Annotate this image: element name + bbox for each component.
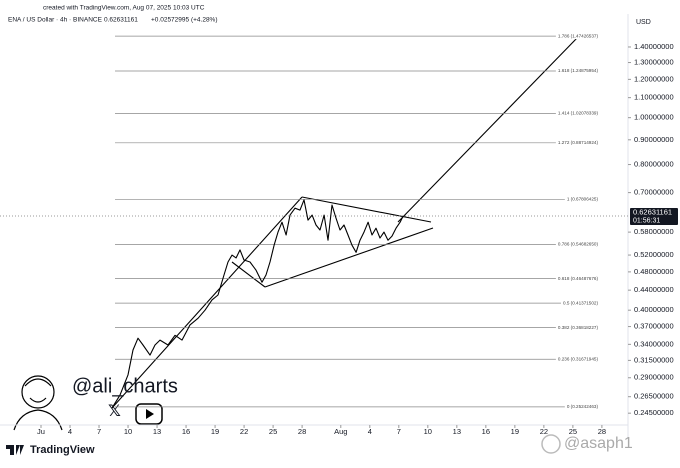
y-tick-label: 0.31500000: [634, 355, 674, 364]
trend-lines: [111, 36, 579, 409]
y-tick-label: 0.26500000: [634, 392, 674, 401]
fib-label: 0.618 (0.46487676): [558, 276, 599, 281]
fib-label-bg: [555, 67, 598, 74]
tv-logo: [6, 445, 24, 455]
x-tick-label: 7: [97, 427, 101, 436]
avatar-beard: [29, 397, 47, 403]
avatar: [13, 375, 63, 431]
y-tick-label: 0.90000000: [634, 135, 674, 144]
y-tick-label: 0.80000000: [634, 160, 674, 169]
fib-label: 0.382 (0.36818227): [558, 325, 599, 330]
y-tick-label: 1.10000000: [634, 93, 674, 102]
y-tick-label: 1.30000000: [634, 58, 674, 67]
x-icon: 𝕏: [108, 403, 121, 420]
watermark: @ali_charts: [72, 375, 178, 397]
x-tick-label: 13: [153, 427, 161, 436]
x-tick-label: 25: [569, 427, 577, 436]
avatar-body: [13, 409, 63, 431]
play-triangle: [146, 409, 154, 419]
y-tick-label: 0.58000000: [634, 227, 674, 236]
last-price: 0.62631161: [104, 17, 138, 24]
trend-line: [231, 261, 266, 288]
trend-line: [301, 196, 432, 223]
y-tick-label: 1.40000000: [634, 42, 674, 51]
x-tick-label: 4: [368, 427, 372, 436]
x-tick-label: Ju: [37, 427, 45, 436]
price-tag-value: 0.62631161: [633, 207, 672, 216]
x-tick-label: 28: [298, 427, 306, 436]
fib-label-bg: [555, 356, 598, 363]
watermark: @asaph1: [564, 435, 633, 452]
x-tick-label: 16: [182, 427, 190, 436]
fib-label-bg: [555, 324, 598, 331]
x-tick-label: 28: [598, 427, 606, 436]
x-tick-label: 16: [482, 427, 490, 436]
y-tick-label: 0.37000000: [634, 322, 674, 331]
y-tick-label: 0.48000000: [634, 267, 674, 276]
y-tick-label: 0.70000000: [634, 188, 674, 197]
fib-label: 1.414 (1.02078339): [558, 111, 599, 116]
currency: USD: [636, 19, 651, 26]
y-tick-label: 0.24500000: [634, 408, 674, 417]
x-tick-label: 22: [240, 427, 248, 436]
fib-label-bg: [564, 196, 598, 203]
x-logo: 𝕏: [108, 403, 121, 420]
trend-line: [397, 36, 579, 223]
fib-label: 1.618 (1.24875954): [558, 68, 599, 73]
x-tick-label: 19: [211, 427, 219, 436]
y-tick-label: 0.29000000: [634, 373, 674, 382]
created-note: created with TradingView.com, Aug 07, 20…: [43, 5, 205, 12]
trend-line: [111, 196, 303, 409]
price-line-series: [111, 199, 404, 409]
y-tick-label: 0.52000000: [634, 250, 674, 259]
x-tick-label: Aug: [334, 427, 347, 436]
price-tag: [630, 207, 678, 225]
fib-label: 0.786 (0.54682650): [558, 242, 599, 247]
fib-label-bg: [555, 241, 598, 248]
price-tag-countdown: 01:56:31: [633, 217, 660, 224]
x-tick-label: 19: [511, 427, 519, 436]
y-tick-label: 0.44000000: [634, 285, 674, 294]
x-tick-label: 10: [124, 427, 132, 436]
fib-label: 0 (0.25242463): [567, 404, 599, 409]
y-tick-label: 0.34000000: [634, 339, 674, 348]
tv-mark: [6, 445, 24, 455]
x-tick-label: 25: [269, 427, 277, 436]
fib-label: 1.272 (0.88714924): [558, 140, 599, 145]
fib-label-bg: [564, 403, 598, 410]
price-change: +0.02572995 (+4.28%): [151, 17, 218, 24]
fib-label: 0.5 (0.41371502): [563, 300, 598, 305]
fib-label: 1 (0.67806425): [567, 197, 599, 202]
trend-line: [264, 227, 434, 288]
y-tick-label: 1.00000000: [634, 113, 674, 122]
y-tick-label: 1.20000000: [634, 74, 674, 83]
chart-title: ENA / US Dollar · 4h · BINANCE: [8, 17, 103, 24]
fib-label-bg: [555, 139, 598, 146]
avatar-hair: [24, 378, 52, 387]
x-tick-label: 10: [424, 427, 432, 436]
fib-label-bg: [555, 110, 598, 117]
avatar-head: [21, 375, 55, 409]
x-tick-label: 22: [540, 427, 548, 436]
fib-label-bg: [555, 33, 598, 40]
x-tick-label: 4: [68, 427, 72, 436]
brand: TradingView: [30, 444, 95, 456]
play-icon: [135, 403, 163, 425]
x-tick-label: 13: [453, 427, 461, 436]
fib-label-bg: [561, 300, 598, 307]
fib-label: 1.786 (1.47426537): [558, 33, 599, 38]
fib-label-bg: [555, 275, 598, 282]
y-tick-label: 0.40000000: [634, 305, 674, 314]
fib-label: 0.236 (0.31671945): [558, 356, 599, 361]
watermark-icon: [541, 434, 561, 454]
x-tick-label: 7: [397, 427, 401, 436]
